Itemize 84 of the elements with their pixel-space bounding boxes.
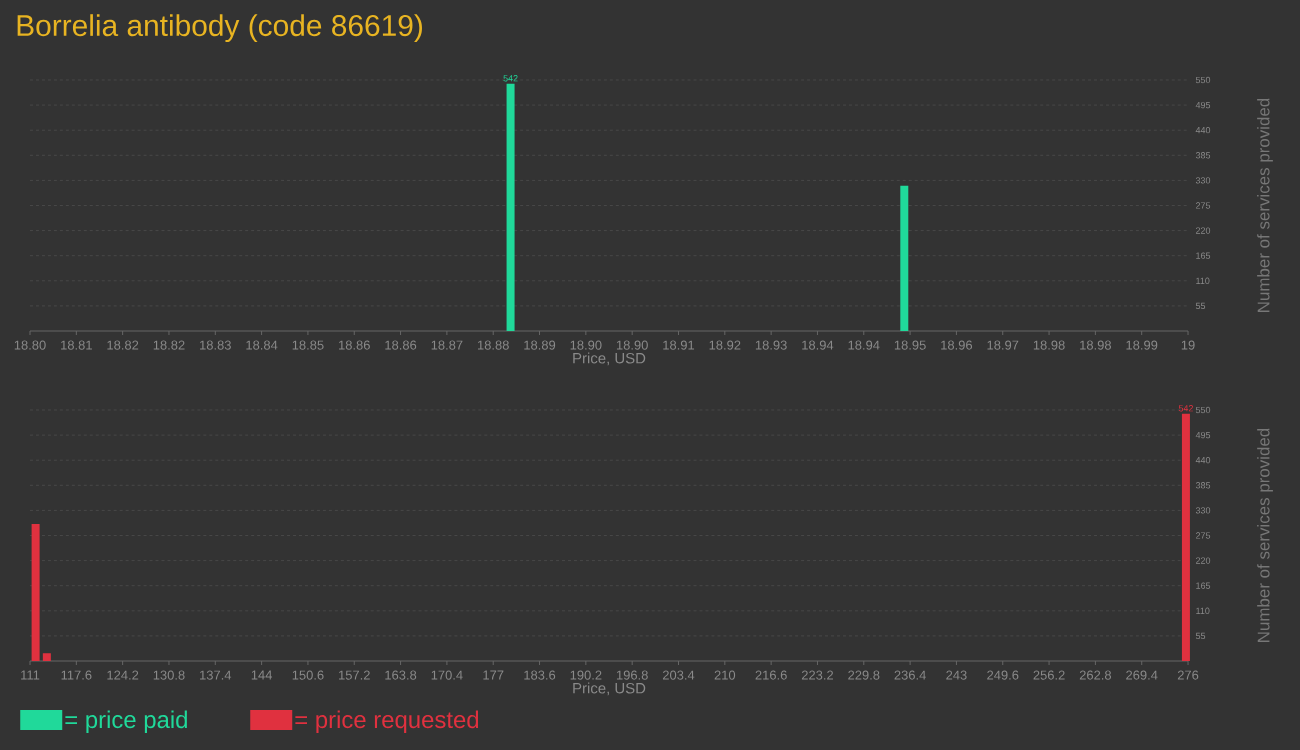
y-tick-label: 550 [1195,76,1211,84]
x-tick-label: 18.98 [1080,340,1112,350]
x-tick-label: 111 [21,670,40,680]
x-tick-label: 262.8 [1079,670,1112,680]
x-tick-label: 183.6 [524,670,556,680]
y-tick-label: 330 [1195,177,1211,184]
y-tick-label: 385 [1195,152,1211,159]
y-tick-label: 330 [1195,507,1211,514]
y-tick-label: 550 [1195,406,1211,414]
x-tick-label: 130.8 [153,670,185,680]
y-tick-label: 55 [1195,302,1206,310]
x-tick-label: 18.87 [431,340,463,350]
y-axis-title: Number of services provided [1257,428,1273,642]
legend-label: = price requested [295,710,479,733]
x-tick-label: 157.2 [339,670,370,680]
x-tick-label: 18.94 [802,340,834,350]
x-tick-label: 18.85 [292,340,324,350]
y-tick-label: 220 [1195,227,1211,234]
chart-title: Borrelia antibody (code 86619) [17,14,422,43]
y-tick-label: 275 [1196,532,1211,539]
x-tick-label: 137.4 [200,670,232,680]
x-tick-label: 18.81 [61,340,92,350]
x-axis-title: Price, USD [573,682,646,696]
y-tick-label: 220 [1196,557,1211,564]
x-tick-label: 124.2 [107,670,139,680]
bar [42,653,51,661]
x-tick-label: 210 [714,670,736,680]
x-tick-label: 177 [483,670,504,680]
legend-label: = price paid [65,710,187,733]
x-tick-label: 18.89 [524,340,556,350]
x-axis-title: Price, USD [573,352,646,366]
x-tick-label: 18.90 [616,340,648,350]
x-tick-label: 18.90 [570,340,602,350]
x-tick-label: 249.6 [987,670,1019,680]
x-tick-label: 19 [1181,340,1195,350]
y-tick-label: 440 [1195,457,1211,464]
y-tick-label: 385 [1195,482,1211,489]
x-tick-label: 216.6 [755,670,787,680]
x-tick-label: 150.6 [292,670,324,680]
x-tick-label: 144 [251,670,273,680]
x-tick-label: 223.2 [801,670,834,680]
x-tick-label: 18.96 [941,340,973,350]
x-tick-label: 18.80 [14,340,46,350]
x-tick-label: 18.84 [246,340,278,350]
y-tick-label: 55 [1195,632,1206,640]
data-label: 542 [503,75,518,82]
y-tick-label: 495 [1195,101,1211,109]
y-tick-label: 110 [1196,277,1210,284]
x-tick-label: 18.91 [663,340,695,350]
x-tick-label: 269.4 [1126,670,1158,680]
x-tick-label: 229.8 [848,670,880,680]
x-tick-label: 18.86 [339,340,370,350]
x-tick-label: 236.4 [894,670,926,680]
y-tick-label: 110 [1196,607,1210,614]
x-tick-label: 117.6 [61,670,92,680]
x-tick-label: 18.94 [848,340,880,350]
x-tick-label: 196.8 [616,670,648,680]
x-tick-label: 170.4 [431,670,463,680]
x-tick-label: 18.83 [200,340,231,350]
x-tick-label: 18.86 [385,340,417,350]
x-tick-label: 18.93 [755,340,787,350]
data-label: 542 [1178,405,1193,412]
y-tick-label: 440 [1195,127,1211,134]
y-tick-label: 165 [1196,582,1211,589]
y-axis-title: Number of services provided [1257,98,1273,312]
x-tick-label: 18.82 [107,340,139,350]
y-tick-label: 165 [1196,252,1211,259]
x-tick-label: 18.97 [987,340,1019,350]
x-tick-label: 243 [946,670,967,680]
x-tick-label: 190.2 [570,670,602,680]
x-tick-label: 163.8 [385,670,417,680]
x-tick-label: 18.98 [1033,340,1065,350]
x-tick-label: 18.82 [153,340,185,350]
y-tick-label: 275 [1195,202,1211,209]
x-tick-label: 203.4 [662,670,695,680]
x-tick-label: 18.99 [1126,340,1158,350]
x-tick-label: 18.88 [477,340,509,350]
x-tick-label: 18.95 [894,340,926,350]
bar [31,524,40,661]
x-tick-label: 276 [1177,670,1199,680]
x-tick-label: 18.92 [709,340,741,350]
x-tick-label: 256.2 [1033,670,1065,680]
y-tick-label: 495 [1195,431,1211,439]
bar [1181,413,1190,661]
